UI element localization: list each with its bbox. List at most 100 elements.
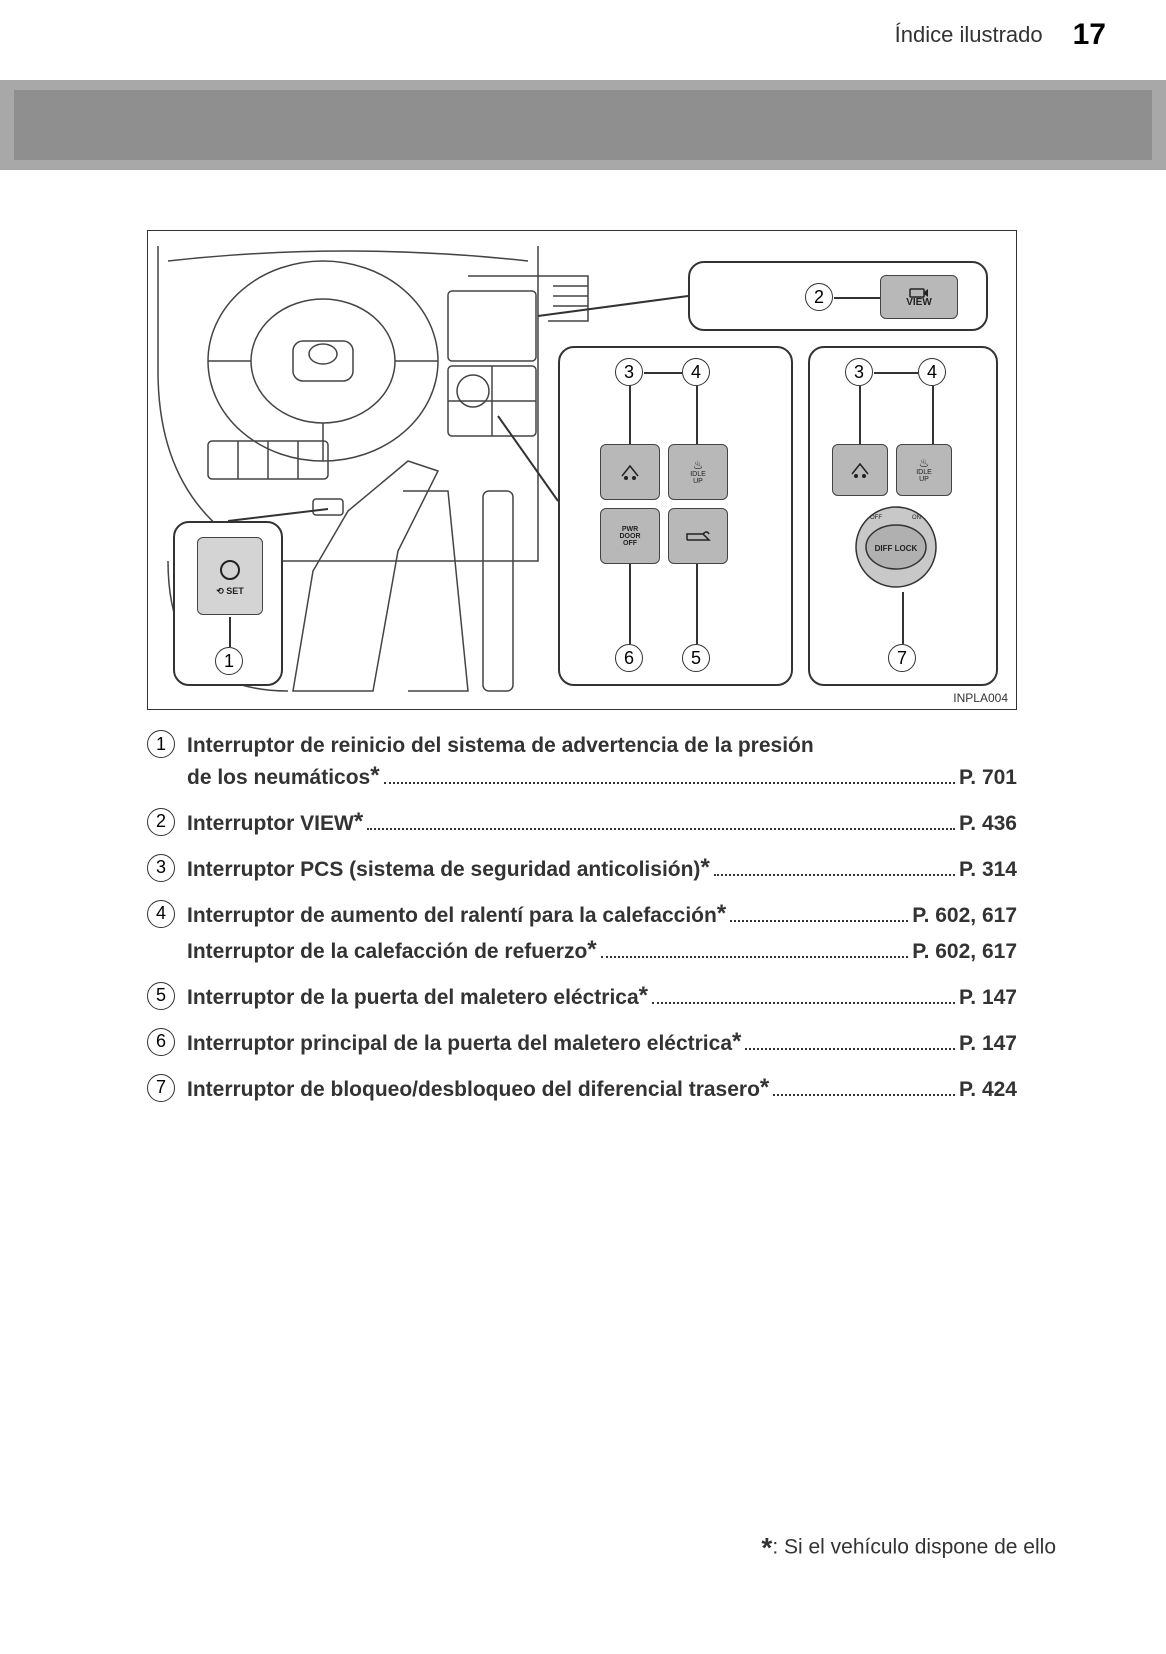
idle-up-button-b: ♨IDLEUP [896, 444, 952, 496]
pcs-button-a [600, 444, 660, 500]
page-ref: P. 602, 617 [912, 936, 1017, 968]
page-ref: P. 436 [959, 808, 1017, 840]
trunk-button [668, 508, 728, 564]
dashboard-diagram: VIEW 2 3 4 ♨IDLEUP PWR DOOR OFF 6 5 3 4 [147, 230, 1017, 710]
idle-up-button-a: ♨IDLEUP [668, 444, 728, 500]
page-ref: P. 147 [959, 1028, 1017, 1060]
pcs-button-b [832, 444, 888, 496]
list-item-text: Interruptor VIEW* P. 436 [187, 808, 1017, 844]
star-icon: * [700, 854, 709, 881]
leader-dots [714, 855, 955, 876]
list-line: Interruptor de la calefacción de refuerz… [187, 936, 1017, 972]
footnote-star: * [761, 1532, 772, 1563]
callout-panel-view: VIEW 2 [688, 261, 988, 331]
list-label: Interruptor PCS (sistema de seguridad an… [187, 854, 710, 890]
callout-3a: 3 [615, 358, 643, 386]
list-label: Interruptor de aumento del ralentí para … [187, 900, 726, 936]
page-ref: P. 314 [959, 854, 1017, 886]
list-item-text: Interruptor PCS (sistema de seguridad an… [187, 854, 1017, 890]
list-item-text: Interruptor de bloqueo/desbloqueo del di… [187, 1074, 1017, 1110]
page-header: Índice ilustrado 17 [0, 0, 1166, 70]
set-button: ⟲ SET [197, 537, 263, 615]
list-label: Interruptor principal de la puerta del m… [187, 1028, 741, 1064]
callout-list: 1 Interruptor de reinicio del sistema de … [147, 730, 1017, 1120]
star-icon: * [370, 762, 379, 789]
list-line: Interruptor de la puerta del maletero el… [187, 982, 1017, 1018]
footnote-text: : Si el vehículo dispone de ello [772, 1536, 1056, 1559]
leader-dots [601, 937, 909, 958]
list-label: Interruptor de bloqueo/desbloqueo del di… [187, 1074, 769, 1110]
leader-dots [652, 983, 955, 1004]
svg-text:DIFF LOCK: DIFF LOCK [875, 544, 918, 553]
callout-4a: 4 [682, 358, 710, 386]
star-icon: * [760, 1074, 769, 1101]
list-line: Interruptor de reinicio del sistema de a… [187, 730, 1017, 762]
list-item: 6 Interruptor principal de la puerta del … [147, 1028, 1017, 1064]
callout-panel-set: ⟲ SET 1 [173, 521, 283, 686]
idle-up-label: IDLEUP [690, 471, 706, 485]
list-item-number: 4 [147, 900, 175, 928]
svg-text:OFF: OFF [870, 515, 882, 521]
footnote: *: Si el vehículo dispone de ello [761, 1532, 1056, 1564]
list-item-number: 3 [147, 854, 175, 882]
list-label: Interruptor VIEW* [187, 808, 363, 844]
leader-dots [730, 901, 908, 922]
page-ref: P. 147 [959, 982, 1017, 1014]
list-line: Interruptor VIEW* P. 436 [187, 808, 1017, 844]
list-line: Interruptor PCS (sistema de seguridad an… [187, 854, 1017, 890]
list-item: 7 Interruptor de bloqueo/desbloqueo del d… [147, 1074, 1017, 1110]
list-line: Interruptor de aumento del ralentí para … [187, 900, 1017, 936]
list-line: Interruptor de bloqueo/desbloqueo del di… [187, 1074, 1017, 1110]
list-line: de los neumáticos* P. 701 [187, 762, 1017, 798]
page-ref: P. 602, 617 [912, 900, 1017, 932]
star-icon: * [587, 936, 596, 963]
list-item-number: 2 [147, 808, 175, 836]
list-line: Interruptor principal de la puerta del m… [187, 1028, 1017, 1064]
list-item-text: Interruptor de la puerta del maletero el… [187, 982, 1017, 1018]
list-item-number: 1 [147, 730, 175, 758]
view-button-label: VIEW [906, 298, 932, 308]
page-ref: P. 424 [959, 1074, 1017, 1106]
star-icon: * [354, 808, 363, 835]
list-item-text: Interruptor principal de la puerta del m… [187, 1028, 1017, 1064]
star-icon: * [732, 1028, 741, 1055]
list-label: Interruptor de reinicio del sistema de a… [187, 730, 814, 762]
list-label: de los neumáticos* [187, 762, 380, 798]
star-icon: * [639, 982, 648, 1009]
callout-3b: 3 [845, 358, 873, 386]
callout-4b: 4 [918, 358, 946, 386]
diff-lock-dial: DIFF LOCK OFF ON [852, 503, 940, 591]
section-title: Índice ilustrado [895, 22, 1043, 48]
leader-dots [773, 1075, 955, 1096]
list-label: Interruptor de la puerta del maletero el… [187, 982, 648, 1018]
view-button: VIEW [880, 275, 958, 319]
callout-2: 2 [805, 283, 833, 311]
list-item-number: 7 [147, 1074, 175, 1102]
svg-text:ON: ON [912, 515, 921, 521]
leader-dots [745, 1029, 955, 1050]
callout-5: 5 [682, 644, 710, 672]
list-item: 5 Interruptor de la puerta del maletero e… [147, 982, 1017, 1018]
pwr-door-button: PWR DOOR OFF [600, 508, 660, 564]
list-item-text: Interruptor de reinicio del sistema de a… [187, 730, 1017, 798]
pwr-door-label: PWR DOOR OFF [620, 526, 641, 547]
diagram-code: INPLA004 [953, 691, 1008, 705]
list-item-number: 5 [147, 982, 175, 1010]
leader-dots [367, 809, 955, 830]
list-item: 1 Interruptor de reinicio del sistema de … [147, 730, 1017, 798]
star-icon: * [717, 900, 726, 927]
list-item: 2 Interruptor VIEW* P. 436 [147, 808, 1017, 844]
list-item-number: 6 [147, 1028, 175, 1056]
callout-1: 1 [215, 647, 243, 675]
leader-dots [384, 763, 955, 784]
page-number: 17 [1073, 18, 1106, 52]
header-band-inner [14, 90, 1152, 160]
idle-up-label-b: IDLEUP [916, 469, 932, 483]
callout-panel-buttons-a: 3 4 ♨IDLEUP PWR DOOR OFF 6 5 [558, 346, 793, 686]
list-label: Interruptor de la calefacción de refuerz… [187, 936, 597, 972]
list-item: 3 Interruptor PCS (sistema de seguridad a… [147, 854, 1017, 890]
page-ref: P. 701 [959, 762, 1017, 794]
callout-6: 6 [615, 644, 643, 672]
list-item: 4 Interruptor de aumento del ralentí para… [147, 900, 1017, 972]
set-label: SET [226, 586, 244, 596]
